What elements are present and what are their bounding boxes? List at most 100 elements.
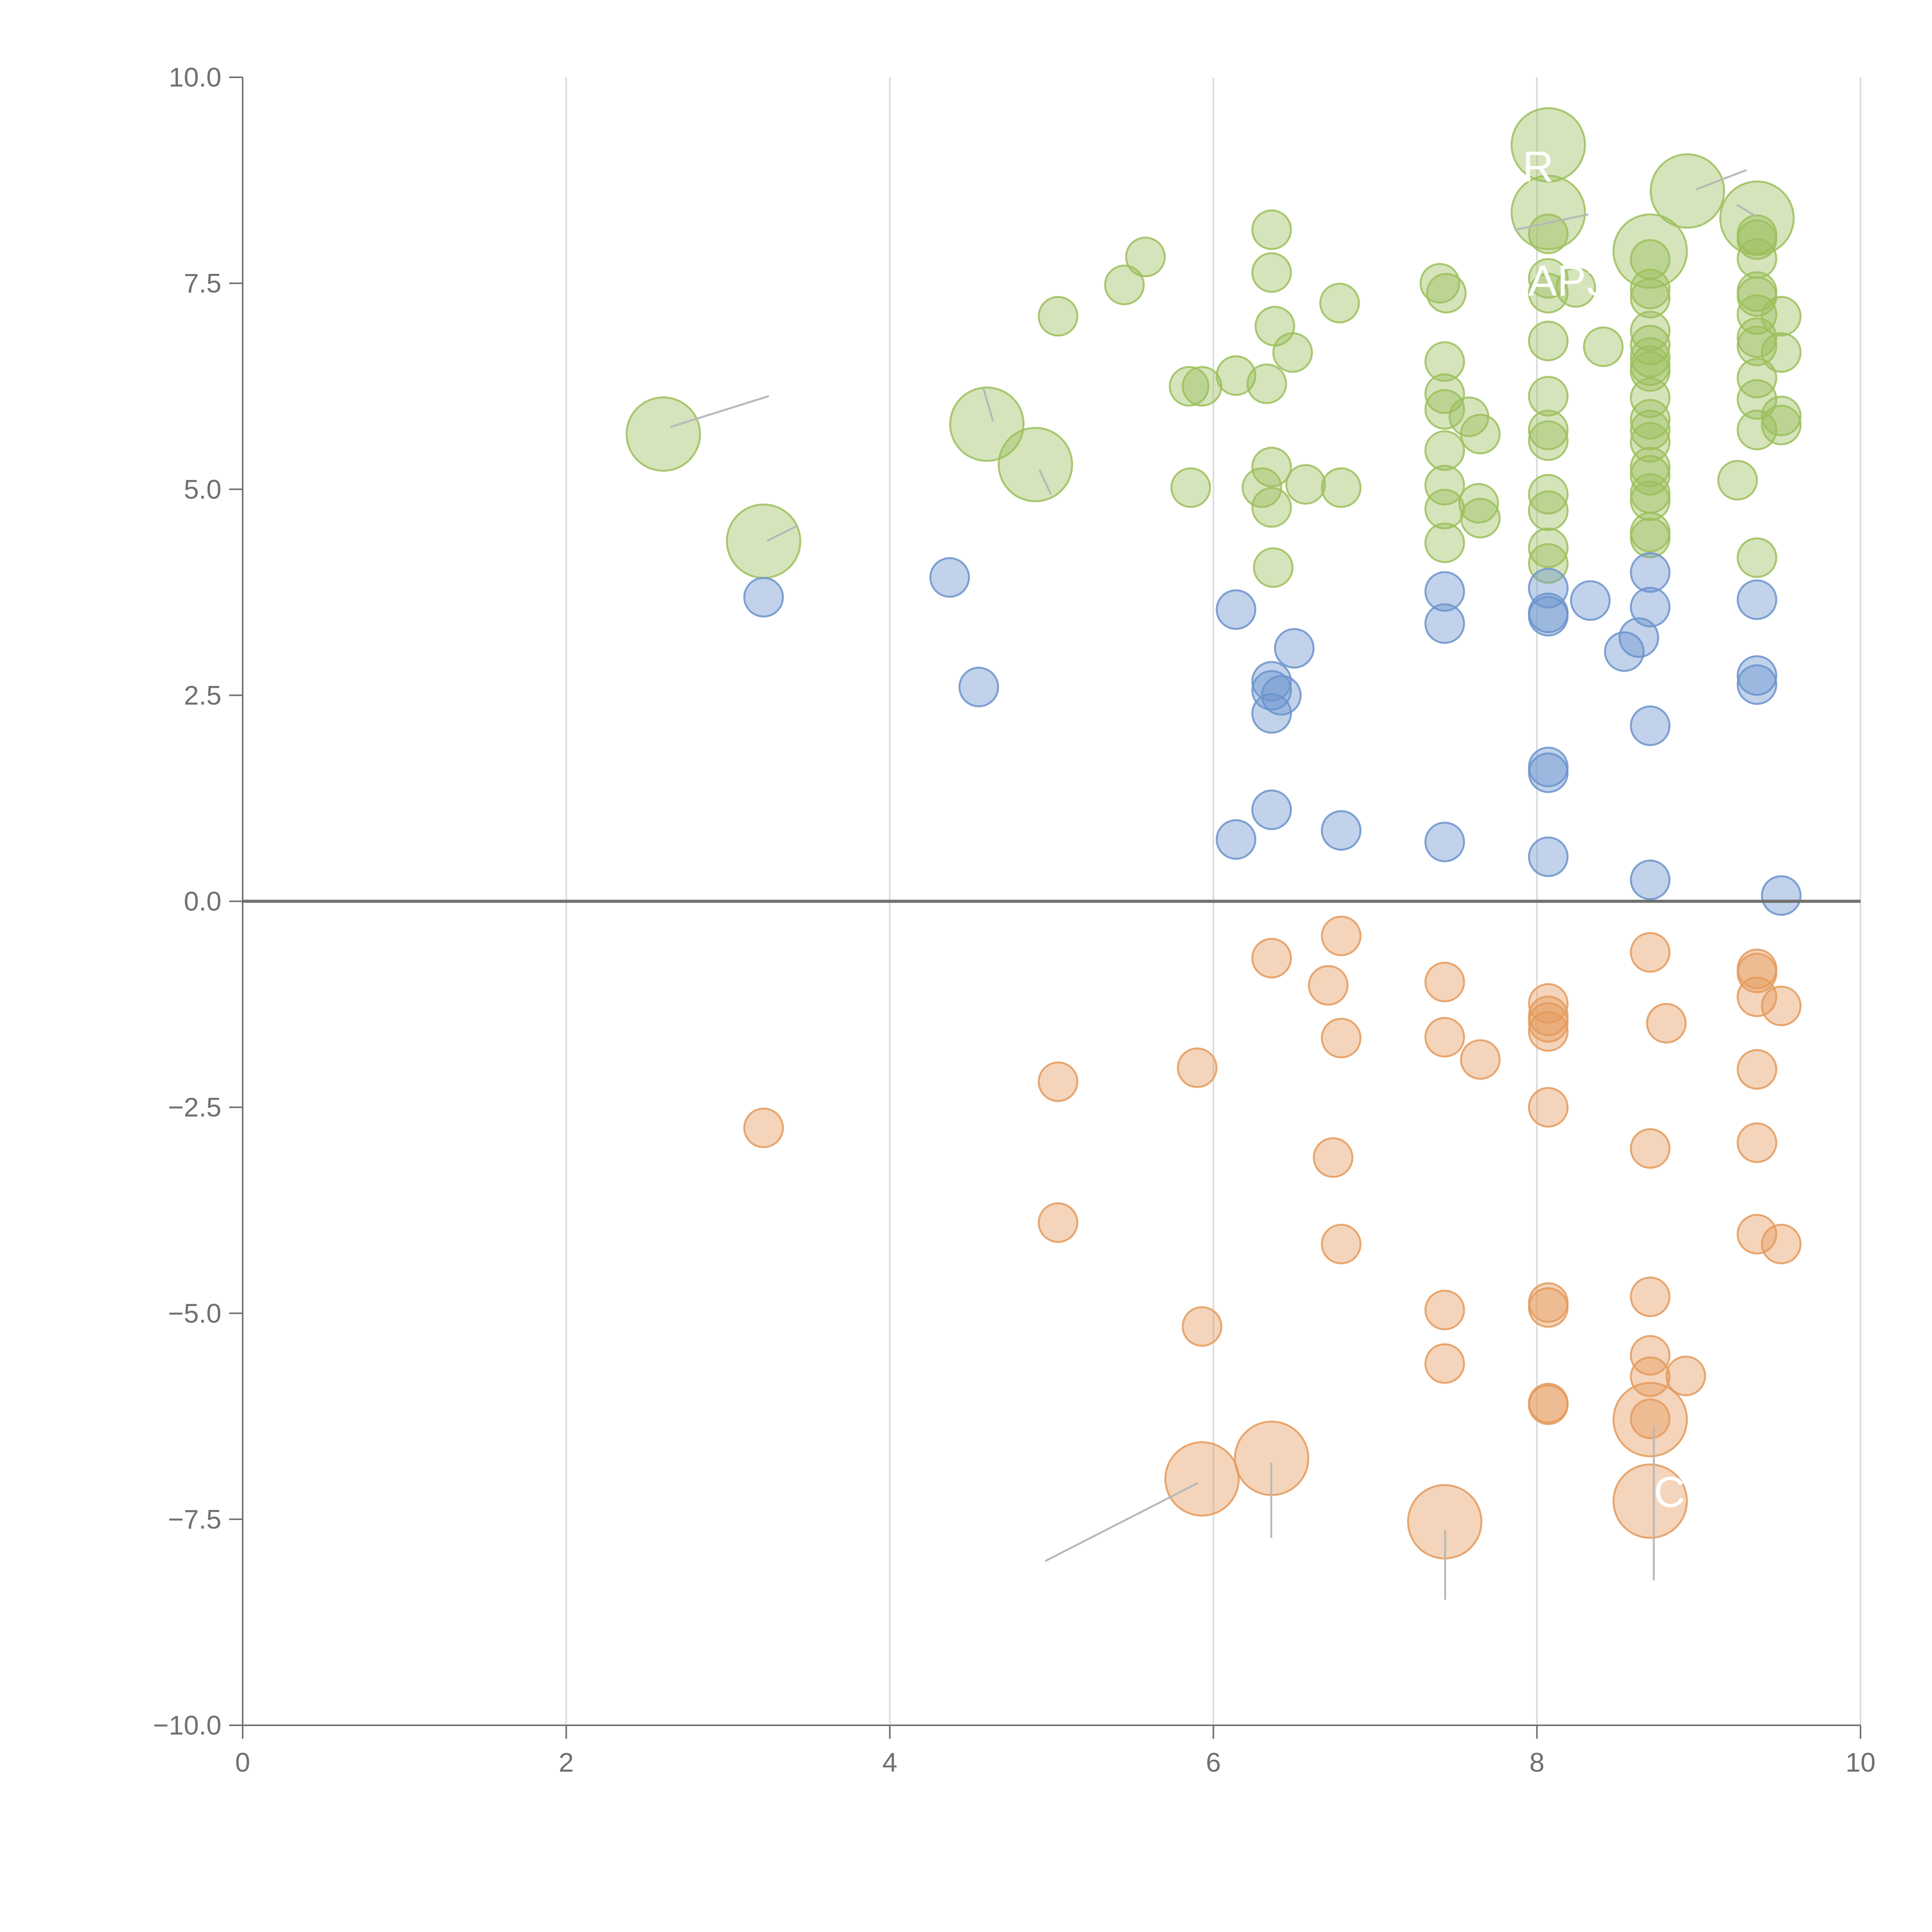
bubble: [1037, 1061, 1078, 1102]
bubble: [1424, 1017, 1465, 1058]
bubble: [1630, 517, 1671, 558]
bubble: [1528, 410, 1569, 451]
leader-line: [1696, 169, 1747, 190]
bubble: [1251, 252, 1292, 293]
bubble: [1424, 1343, 1465, 1384]
bubble: [1528, 474, 1569, 515]
bubble: [1528, 596, 1569, 637]
bubble: [1630, 932, 1671, 973]
bubble: [1528, 568, 1569, 609]
bubble: [1216, 589, 1257, 630]
bubble: [1630, 378, 1671, 418]
bubble: [1665, 1355, 1706, 1396]
x-tick-label: 8: [1529, 1747, 1544, 1777]
bubble: [1528, 273, 1569, 314]
bubble: [929, 557, 970, 598]
bubble-large: [1510, 175, 1586, 250]
bubble: [1761, 296, 1802, 337]
bubble: [1646, 1003, 1687, 1044]
bubble: [1313, 1137, 1354, 1178]
bubble: [1736, 664, 1777, 705]
bubble: [1251, 938, 1292, 979]
bubble-large: [998, 427, 1073, 502]
bubble: [1736, 537, 1777, 578]
bubble: [1251, 447, 1292, 488]
bubble: [1261, 675, 1302, 716]
bubble: [958, 667, 999, 707]
y-tick-label: 0.0: [184, 886, 221, 917]
bubble: [1528, 1011, 1569, 1052]
bubble: [1424, 341, 1465, 382]
bubble: [1528, 1384, 1569, 1425]
bubble: [1216, 355, 1257, 396]
x-tick-label: 6: [1206, 1747, 1221, 1777]
bubble: [1037, 1202, 1078, 1243]
bubble: [1736, 1122, 1777, 1163]
leader-line: [982, 388, 994, 422]
bubble: [1555, 267, 1596, 308]
bubble: [1170, 467, 1211, 508]
bubble: [1717, 460, 1758, 501]
bubble: [1736, 976, 1777, 1017]
bubble: [1125, 236, 1166, 277]
annotation-label-r: R: [1522, 143, 1554, 191]
bubble: [1308, 965, 1349, 1006]
bubble: [1458, 483, 1499, 524]
leader-line: [1044, 1482, 1199, 1562]
bubble: [1736, 410, 1777, 451]
bubble-large: [1719, 180, 1795, 256]
bubble-large: [726, 503, 801, 579]
bubble: [1460, 413, 1501, 454]
bubble: [1182, 1306, 1223, 1347]
bubble: [1460, 498, 1501, 539]
bubble: [1321, 467, 1362, 508]
bubble: [1424, 522, 1465, 563]
bubble: [1761, 875, 1802, 916]
y-tick-label: −10.0: [153, 1710, 221, 1740]
y-tick-label: 7.5: [184, 268, 221, 298]
bubble-large: [1612, 1463, 1688, 1539]
bubble: [1736, 1049, 1777, 1090]
bubble: [1528, 836, 1569, 877]
bubble: [1736, 1214, 1777, 1255]
annotation-label-ap3: AP3: [1528, 257, 1610, 305]
bubble: [1104, 264, 1145, 305]
annotation-labels: R AP3 C: [1522, 143, 1685, 1516]
y-tick-label: 10.0: [169, 62, 221, 92]
bubble: [1321, 915, 1362, 956]
bubble: [1630, 1398, 1671, 1439]
bubble: [1424, 821, 1465, 862]
annotation-label-c: C: [1654, 1468, 1685, 1516]
bubble: [1630, 1356, 1671, 1397]
bubble: [1570, 580, 1611, 621]
bubble: [1630, 410, 1671, 451]
bubble: [1424, 430, 1465, 471]
bubble: [1630, 422, 1671, 463]
leader-line: [1736, 204, 1757, 218]
bubble: [1630, 1128, 1671, 1169]
bubble: [1736, 952, 1777, 993]
bubble: [1182, 366, 1223, 407]
bubble: [1761, 395, 1802, 436]
bubble-large: [1164, 1441, 1240, 1517]
leader-line: [766, 524, 799, 542]
bubble: [1630, 552, 1671, 593]
y-tick-label: −2.5: [168, 1092, 221, 1122]
bubble: [1761, 985, 1802, 1026]
x-tick-label: 4: [882, 1747, 897, 1777]
bubble: [1251, 209, 1292, 250]
data-points: [626, 107, 1802, 1560]
bubble: [1630, 480, 1671, 521]
bubble: [1736, 379, 1777, 420]
bubble: [1630, 1276, 1671, 1317]
bubble: [1630, 278, 1671, 319]
x-tick-label: 10: [1845, 1747, 1876, 1777]
bubble: [1424, 571, 1465, 612]
axes: 10.0 7.5 5.0 2.5 0.0 −2.5 −5.0 −7.5 −10.0 0 2 4 6 8 10: [153, 62, 1876, 1777]
bubble: [1528, 527, 1569, 568]
bubble-large: [1650, 153, 1725, 229]
bubble: [1528, 376, 1569, 417]
bubble: [1319, 282, 1360, 323]
bubble: [1321, 1017, 1362, 1058]
bubble: [1761, 1224, 1802, 1265]
